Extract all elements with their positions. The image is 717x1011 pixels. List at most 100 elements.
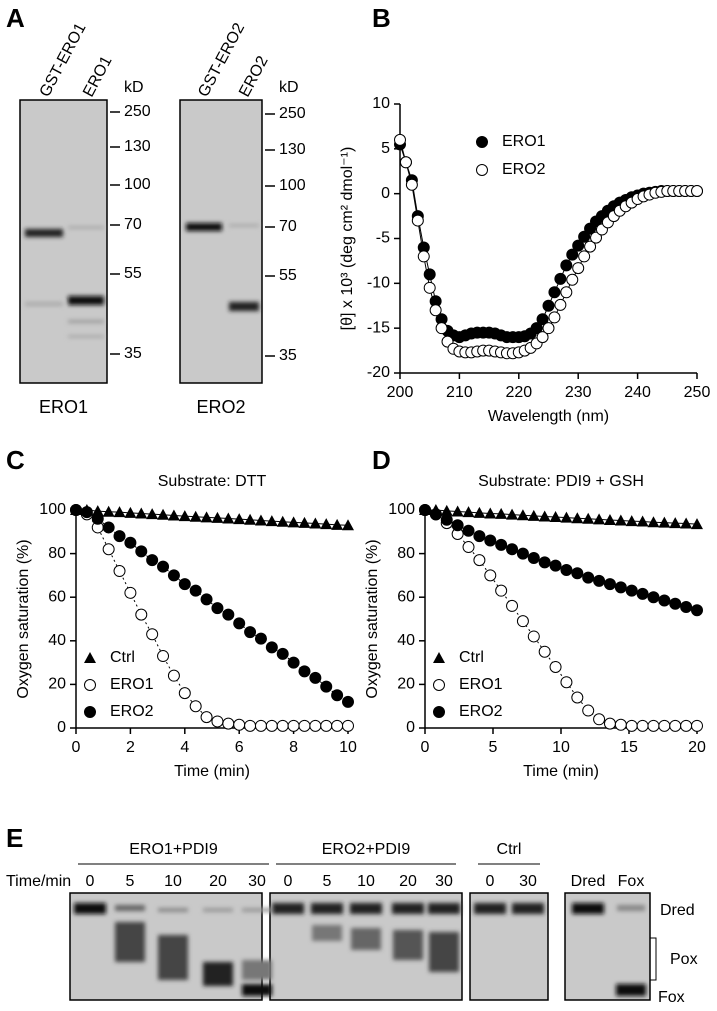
- group-label: ERO2+PDI9: [322, 841, 411, 858]
- data-point: [669, 597, 682, 610]
- data-point: [473, 506, 486, 518]
- data-point: [200, 593, 213, 606]
- data-point: [527, 551, 540, 564]
- data-point: [429, 508, 442, 521]
- time-value: 10: [357, 873, 375, 890]
- data-point: [189, 700, 202, 713]
- x-tick-label: 200: [387, 384, 414, 401]
- time-value: 5: [126, 873, 135, 890]
- data-point: [146, 554, 159, 567]
- data-point: [411, 214, 424, 227]
- gel: [19, 99, 108, 384]
- data-point: [211, 715, 224, 728]
- data-point: [435, 322, 448, 335]
- data-point: [603, 578, 616, 591]
- x-tick-label: 10: [339, 739, 357, 756]
- x-tick-label: 240: [624, 384, 651, 401]
- y-tick-label: 40: [48, 632, 66, 649]
- legend-label: ERO1: [459, 676, 503, 693]
- data-point: [542, 322, 555, 335]
- data-point: [566, 273, 579, 286]
- data-point: [124, 506, 137, 518]
- data-point: [135, 507, 148, 519]
- band: [203, 908, 233, 912]
- data-point: [548, 286, 561, 299]
- data-point: [265, 719, 278, 732]
- data-point: [113, 506, 126, 518]
- chart-title: Substrate: PDI9 + GSH: [478, 473, 644, 490]
- marker-label: 250: [124, 103, 151, 120]
- marker-label: 250: [279, 105, 306, 122]
- data-point: [462, 524, 475, 537]
- group-label: ERO1+PDI9: [129, 841, 218, 858]
- data-point: [516, 615, 529, 628]
- legend-label: ERO1: [502, 133, 546, 150]
- band: [350, 903, 382, 914]
- data-point: [614, 581, 627, 594]
- data-point: [298, 665, 311, 678]
- data-point: [113, 565, 126, 578]
- data-point: [211, 602, 224, 615]
- data-point: [582, 512, 595, 524]
- data-point: [417, 250, 430, 263]
- data-point: [222, 608, 235, 621]
- x-tick-label: 6: [235, 739, 244, 756]
- legend-label: ERO1: [110, 676, 154, 693]
- y-tick-label: 5: [381, 140, 390, 157]
- y-axis-label: Oxygen saturation (%): [364, 539, 381, 698]
- data-point: [276, 647, 289, 660]
- legend-marker: [84, 679, 96, 691]
- y-tick-label: 40: [397, 632, 415, 649]
- x-tick-label: 8: [289, 739, 298, 756]
- data-point: [200, 711, 213, 724]
- data-point: [342, 519, 354, 531]
- data-point: [157, 508, 170, 520]
- data-point: [309, 719, 322, 732]
- data-point: [582, 571, 595, 584]
- data-point: [440, 513, 453, 526]
- band-label: Dred: [660, 902, 695, 919]
- data-point: [440, 504, 453, 516]
- data-point: [124, 586, 137, 599]
- data-point: [135, 608, 148, 621]
- band: [158, 908, 188, 912]
- legend-marker: [433, 706, 445, 718]
- data-point: [91, 512, 104, 525]
- data-point: [614, 514, 627, 526]
- data-point: [593, 574, 606, 587]
- standard-label: Fox: [618, 873, 645, 890]
- y-tick-label: 0: [57, 719, 66, 736]
- gel-bands: [25, 223, 259, 338]
- data-point: [178, 510, 191, 522]
- data-point: [560, 286, 573, 299]
- y-tick-label: 0: [406, 719, 415, 736]
- lane-label: ERO1: [80, 53, 116, 100]
- data-point: [80, 506, 93, 519]
- marker-label: 100: [279, 177, 306, 194]
- data-point: [495, 538, 508, 551]
- marker-label: 35: [279, 347, 297, 364]
- data-point: [429, 304, 442, 317]
- x-tick-label: 0: [72, 739, 81, 756]
- data-point: [538, 556, 551, 569]
- data-point: [593, 513, 606, 525]
- time-value: 30: [519, 873, 537, 890]
- data-point: [178, 578, 191, 591]
- data-point: [157, 560, 170, 573]
- data-point: [658, 594, 671, 607]
- data-point: [625, 584, 638, 597]
- group-label: Ctrl: [497, 841, 522, 858]
- data-point: [516, 547, 529, 560]
- y-axis-label: Oxygen saturation (%): [15, 539, 32, 698]
- data-point: [178, 687, 191, 700]
- marker-label: 35: [124, 345, 142, 362]
- data-point: [189, 584, 202, 597]
- legend-marker: [476, 136, 488, 148]
- y-tick-label: 60: [48, 588, 66, 605]
- legend-label: ERO2: [459, 703, 503, 720]
- data-point: [222, 512, 235, 524]
- data-point: [451, 505, 464, 517]
- x-tick-label: 5: [489, 739, 498, 756]
- data-point: [473, 554, 486, 567]
- data-point: [113, 530, 126, 543]
